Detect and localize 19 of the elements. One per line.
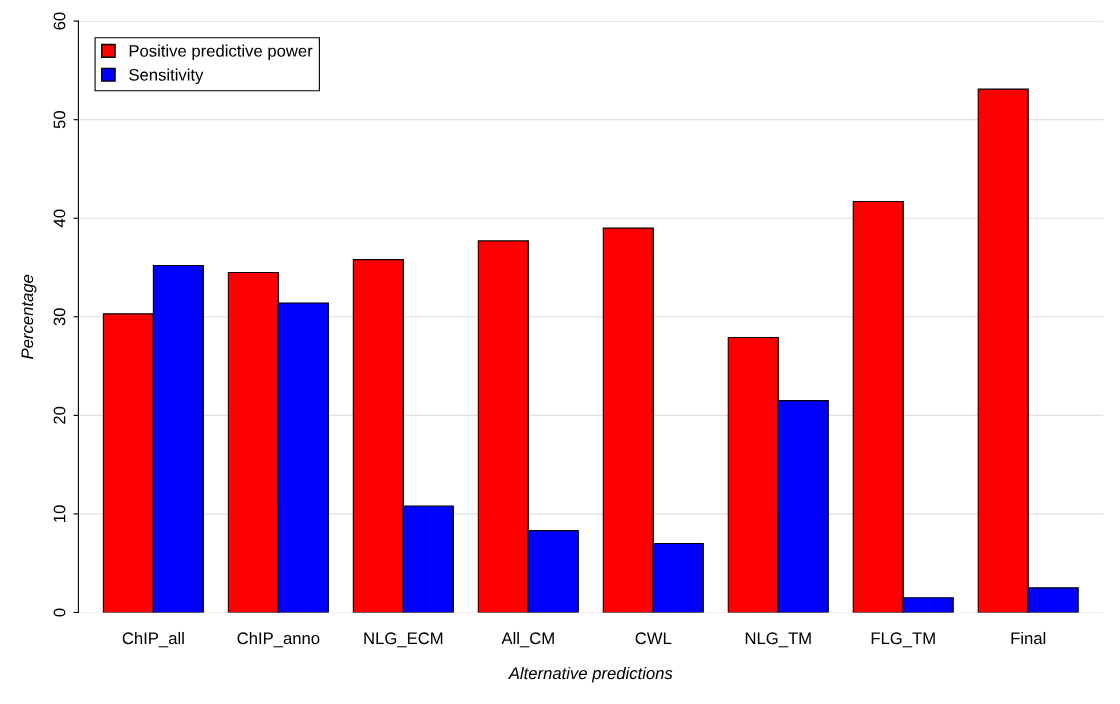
legend-label: Sensitivity [129,68,204,85]
y-tick-label: 20 [53,406,66,424]
y-tick-label: 30 [53,308,66,326]
x-tick-label: Final [1011,631,1046,645]
x-tick-label: FLG_TM [871,632,935,648]
y-tick-label: 50 [53,111,66,129]
legend-label: Positive predictive power [129,44,313,61]
x-tick-label: All_CM [501,631,554,648]
y-tick-label: 40 [53,209,66,228]
x-tick-label: CWL [635,632,672,645]
y-tick-label: 0 [53,608,66,617]
x-tick-label: NLG_ECM [364,632,443,648]
y-tick-label: 60 [53,12,66,30]
x-tick-label: ChIP_anno [237,631,320,648]
x-axis-title: Alternative predictions [508,666,673,683]
y-tick-label: 10 [53,505,66,522]
x-tick-label: ChIP_all [122,631,184,648]
y-axis-title: Percentage [21,274,37,359]
x-tick-label: NLG_TM [745,632,811,648]
